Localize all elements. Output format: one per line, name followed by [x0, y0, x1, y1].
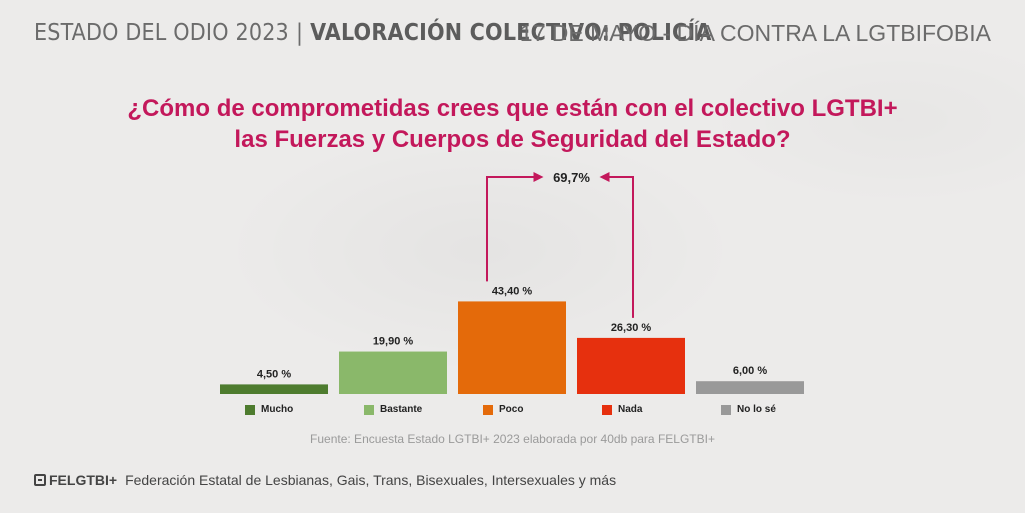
- annotation-bracket-right: [608, 176, 634, 318]
- legend-swatch: [245, 404, 255, 415]
- arrowhead-icon: [533, 172, 544, 182]
- source-note: Fuente: Encuesta Estado LGTBI+ 2023 elab…: [310, 432, 715, 446]
- legend-item: Mucho: [245, 404, 293, 415]
- chart-question: ¿Cómo de comprometidas crees que están c…: [100, 93, 925, 155]
- legend-item: Bastante: [364, 404, 422, 415]
- legend-swatch: [364, 404, 374, 415]
- bar-no-lo-se: [696, 381, 804, 394]
- value-label: 4,50 %: [257, 368, 291, 380]
- legend-label: Nada: [618, 404, 643, 415]
- logo-icon: [34, 474, 46, 486]
- header-report-name: ESTADO DEL ODIO 2023: [34, 20, 289, 46]
- value-label: 19,90 %: [373, 336, 414, 348]
- arrowhead-icon: [599, 172, 610, 182]
- header-subject: VALORACIÓN COLECTIVO: POLICÍA: [310, 20, 712, 46]
- footer-organization: Federación Estatal de Lesbianas, Gais, T…: [125, 472, 617, 488]
- question-line-1: ¿Cómo de comprometidas crees que están c…: [127, 95, 898, 122]
- legend-label: Bastante: [380, 404, 423, 415]
- header-separator: |: [295, 20, 304, 46]
- bar-mucho: [220, 384, 328, 394]
- value-label: 6,00 %: [733, 365, 767, 377]
- value-label: 26,30 %: [611, 322, 652, 334]
- header-title: ESTADO DEL ODIO 2023 | VALORACIÓN COLECTIV…: [34, 20, 712, 46]
- legend-label: No lo sé: [737, 404, 776, 415]
- legend-label: Poco: [499, 404, 524, 415]
- legend-swatch: [483, 404, 493, 415]
- value-label: 43,40 %: [492, 285, 533, 297]
- legend-label: Mucho: [261, 404, 294, 415]
- legend-swatch: [721, 404, 731, 415]
- bar-nada: [577, 337, 685, 394]
- legend-item: Poco: [483, 404, 523, 415]
- legend-item: Nada: [602, 404, 642, 415]
- bar-poco: [458, 301, 566, 394]
- legend-swatch: [602, 404, 612, 415]
- annotation-total-label: 69,7%: [553, 170, 590, 185]
- bar-bastante: [339, 351, 447, 394]
- header-date: 17 DE MAYO - DÍA CONTRA LA LGTBIFOBIA: [519, 20, 991, 46]
- question-line-2: las Fuerzas y Cuerpos de Seguridad del E…: [234, 126, 791, 153]
- legend-item: No lo sé: [721, 404, 776, 415]
- footer: FELGTBI+ Federación Estatal de Lesbianas…: [34, 472, 616, 488]
- chart-legend: Mucho Bastante Poco Nada No lo sé: [0, 404, 1025, 420]
- felgtbi-logo: FELGTBI+: [34, 472, 117, 488]
- annotation-bracket-left: [486, 176, 535, 282]
- logo-text: FELGTBI+: [49, 472, 118, 488]
